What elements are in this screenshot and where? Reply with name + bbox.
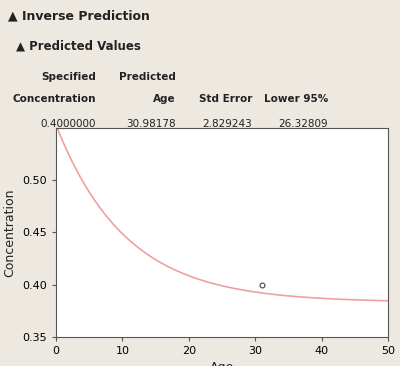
Text: Predicted: Predicted [119, 72, 176, 82]
Text: ▲ Predicted Values: ▲ Predicted Values [16, 39, 141, 52]
Y-axis label: Concentration: Concentration [4, 188, 17, 277]
Text: 26.32809: 26.32809 [278, 119, 328, 129]
X-axis label: Age: Age [210, 361, 234, 366]
Text: 30.98178: 30.98178 [126, 119, 176, 129]
Text: ▲ Inverse Prediction: ▲ Inverse Prediction [8, 9, 150, 22]
Text: 2.829243: 2.829243 [202, 119, 252, 129]
Text: Age: Age [153, 94, 176, 104]
Text: 0.4000000: 0.4000000 [40, 119, 96, 129]
Text: Std Error: Std Error [199, 94, 252, 104]
Text: Specified: Specified [41, 72, 96, 82]
Text: Lower 95%: Lower 95% [264, 94, 328, 104]
Text: Concentration: Concentration [12, 94, 96, 104]
